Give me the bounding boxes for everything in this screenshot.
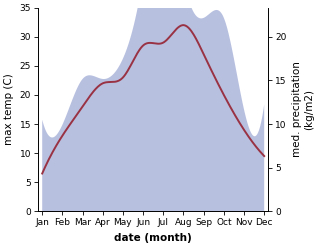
Y-axis label: max temp (C): max temp (C) xyxy=(4,74,14,145)
Y-axis label: med. precipitation
(kg/m2): med. precipitation (kg/m2) xyxy=(292,62,314,157)
X-axis label: date (month): date (month) xyxy=(114,233,192,243)
